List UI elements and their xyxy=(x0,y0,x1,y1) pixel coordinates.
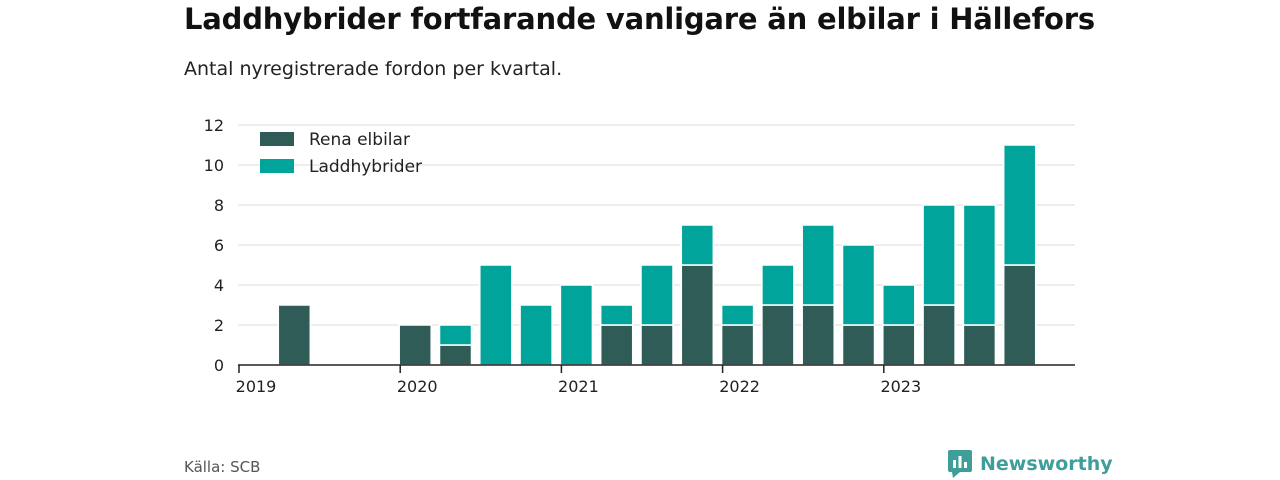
bar-rena-elbilar: 2021 Q4 – Rena elbilar: 5 xyxy=(680,264,715,366)
chart-title: Laddhybrider fortfarande vanligare än el… xyxy=(184,2,1095,36)
bar-laddhybrider: 2020 Q4 – Laddhybrider: 3 xyxy=(519,304,553,366)
bar-rena-elbilar: 2023 Q4 – Rena elbilar: 5 xyxy=(1002,264,1037,366)
newsworthy-logo-icon xyxy=(948,450,972,478)
bar-laddhybrider: 2021 Q3 – Laddhybrider: 3 xyxy=(640,264,674,326)
x-tick-label: 2020 xyxy=(397,377,438,396)
source-note: Källa: SCB xyxy=(184,458,261,476)
axes: 0 2 4 6 8 10 12 2019 2020 2021 2022 2023 xyxy=(204,116,1075,396)
bar-rena-elbilar: 2020 Q1 – Rena elbilar: 2 xyxy=(398,324,432,366)
y-tick-label: 2 xyxy=(214,316,224,335)
bar-laddhybrider: 2021 Q1 – Laddhybrider: 4 xyxy=(559,284,594,366)
bar-laddhybrider: 2022 Q2 – Laddhybrider: 2 xyxy=(761,264,795,306)
x-tick-label: 2022 xyxy=(719,377,760,396)
y-tick-label: 12 xyxy=(204,116,224,135)
brand-name: Newsworthy xyxy=(980,453,1113,475)
bar-rena-elbilar: 2023 Q1 – Rena elbilar: 2 xyxy=(882,324,916,366)
y-tick-label: 10 xyxy=(204,156,224,175)
bar-rena-elbilar: 2022 Q4 – Rena elbilar: 2 xyxy=(841,324,876,366)
x-tick-label: 2021 xyxy=(558,377,599,396)
bar-laddhybrider: 2020 Q3 – Laddhybrider: 5 xyxy=(479,264,513,366)
bar-laddhybrider: 2023 Q2 – Laddhybrider: 5 xyxy=(922,204,956,306)
bar-laddhybrider: 2022 Q1 – Laddhybrider: 1 xyxy=(720,304,755,326)
bar-laddhybrider: 2021 Q4 – Laddhybrider: 2 xyxy=(680,224,715,266)
bar-laddhybrider: 2022 Q3 – Laddhybrider: 4 xyxy=(801,224,835,306)
y-tick-label: 0 xyxy=(214,356,224,375)
bar-rena-elbilar: 2022 Q1 – Rena elbilar: 2 xyxy=(720,324,755,366)
bar-rena-elbilar: 2023 Q3 – Rena elbilar: 2 xyxy=(962,324,997,366)
bar-rena-elbilar: 2022 Q3 – Rena elbilar: 3 xyxy=(801,304,835,366)
stacked-bar-chart: 2019 Q2 – Rena elbilar: 3 2020 Q1 – Rena … xyxy=(204,116,1075,396)
legend: Rena elbilar Laddhybrider xyxy=(260,130,422,177)
y-tick-label: 4 xyxy=(214,276,224,295)
bar-laddhybrider: 2020 Q2 – Laddhybrider: 1 xyxy=(438,324,473,346)
bar-laddhybrider: 2023 Q3 – Laddhybrider: 6 xyxy=(962,204,997,326)
bar-laddhybrider: 2023 Q4 – Laddhybrider: 6 xyxy=(1002,144,1037,266)
bar-rena-elbilar: 2023 Q2 – Rena elbilar: 3 xyxy=(922,304,956,366)
y-tick-label: 8 xyxy=(214,196,224,215)
y-tick-label: 6 xyxy=(214,236,224,255)
bar-laddhybrider: 2022 Q4 – Laddhybrider: 4 xyxy=(841,244,876,326)
x-tick-label: 2023 xyxy=(880,377,921,396)
legend-swatch xyxy=(260,159,294,173)
bars: 2019 Q2 – Rena elbilar: 3 2020 Q1 – Rena … xyxy=(277,144,1037,366)
legend-label: Rena elbilar xyxy=(309,130,410,150)
bar-rena-elbilar: 2021 Q3 – Rena elbilar: 2 xyxy=(640,324,674,366)
legend-label: Laddhybrider xyxy=(309,157,422,177)
bar-laddhybrider: 2021 Q2 – Laddhybrider: 1 xyxy=(599,304,634,326)
bar-rena-elbilar: 2022 Q2 – Rena elbilar: 3 xyxy=(761,304,795,366)
bar-rena-elbilar: 2020 Q2 – Rena elbilar: 1 xyxy=(438,344,473,366)
bar-laddhybrider: 2023 Q1 – Laddhybrider: 2 xyxy=(882,284,916,326)
x-tick-label: 2019 xyxy=(236,377,277,396)
bar-rena-elbilar: 2019 Q2 – Rena elbilar: 3 xyxy=(277,304,312,366)
legend-swatch xyxy=(260,132,294,146)
chart-subtitle: Antal nyregistrerade fordon per kvartal. xyxy=(184,58,563,80)
bar-rena-elbilar: 2021 Q2 – Rena elbilar: 2 xyxy=(599,324,634,366)
brand-logo: Newsworthy xyxy=(948,450,1113,478)
